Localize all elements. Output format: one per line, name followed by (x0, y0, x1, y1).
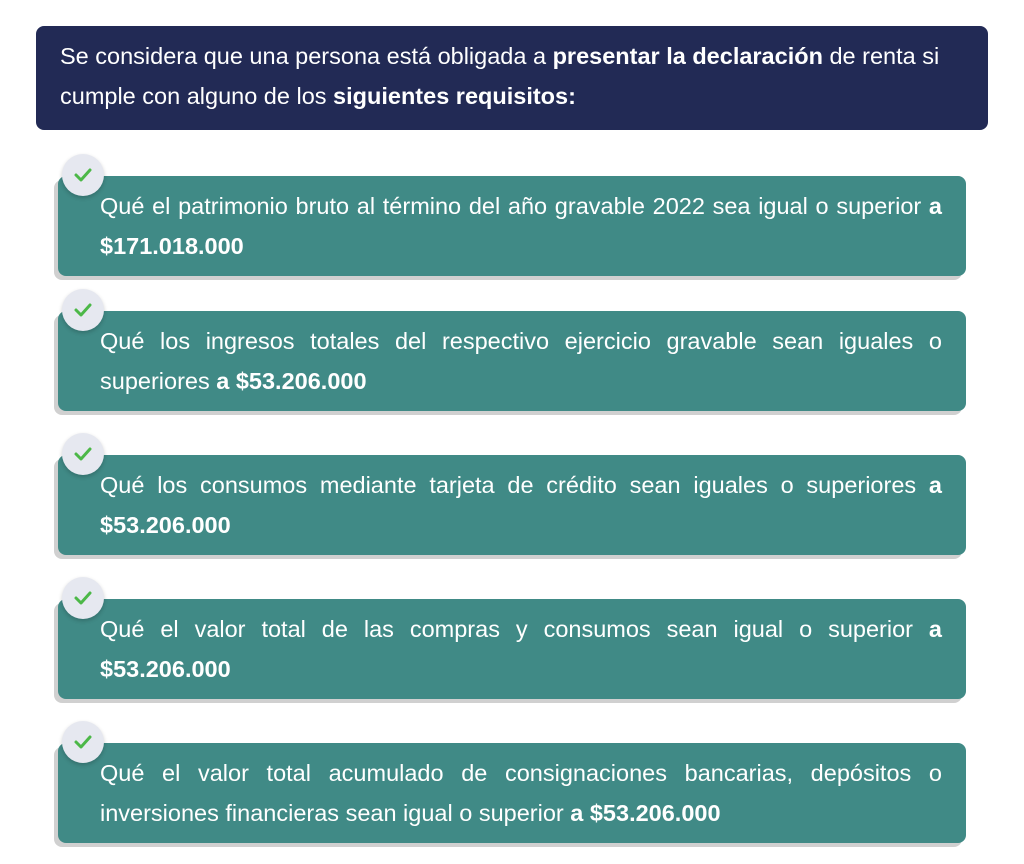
intro-text: Se considera que una persona está obliga… (60, 43, 553, 69)
check-icon (62, 577, 104, 619)
requirement-text: Qué el patrimonio bruto al término del a… (100, 193, 929, 219)
requirement-text: Qué el valor total de las compras y cons… (100, 616, 929, 642)
requirement-amount: a $171.018.000 (100, 193, 942, 259)
check-icon (62, 289, 104, 331)
check-icon (62, 433, 104, 475)
intro-banner: Se considera que una persona está obliga… (36, 26, 988, 130)
requirement-item: Qué el valor total acumulado de consigna… (58, 743, 966, 843)
check-icon (62, 721, 104, 763)
requirement-text: Qué los ingresos totales del respectivo … (100, 328, 942, 394)
requirement-amount: a $53.206.000 (100, 616, 942, 682)
intro-bold: presentar la declaración (552, 43, 823, 69)
requirement-item: Qué los ingresos totales del respectivo … (58, 311, 966, 411)
requirement-item: Qué los consumos mediante tarjeta de cré… (58, 455, 966, 555)
requirement-amount: a $53.206.000 (100, 472, 942, 538)
requirement-text: Qué el valor total acumulado de consigna… (100, 760, 942, 826)
intro-text: de renta si cumple con alguno de los (60, 43, 940, 109)
requirement-amount: a $53.206.000 (216, 368, 367, 394)
requirement-amount: a $53.206.000 (570, 800, 721, 826)
check-icon (62, 154, 104, 196)
intro-bold: siguientes requisitos: (333, 83, 576, 109)
requirement-text: Qué los consumos mediante tarjeta de cré… (100, 472, 929, 498)
requirement-item: Qué el patrimonio bruto al término del a… (58, 176, 966, 276)
requirement-item: Qué el valor total de las compras y cons… (58, 599, 966, 699)
